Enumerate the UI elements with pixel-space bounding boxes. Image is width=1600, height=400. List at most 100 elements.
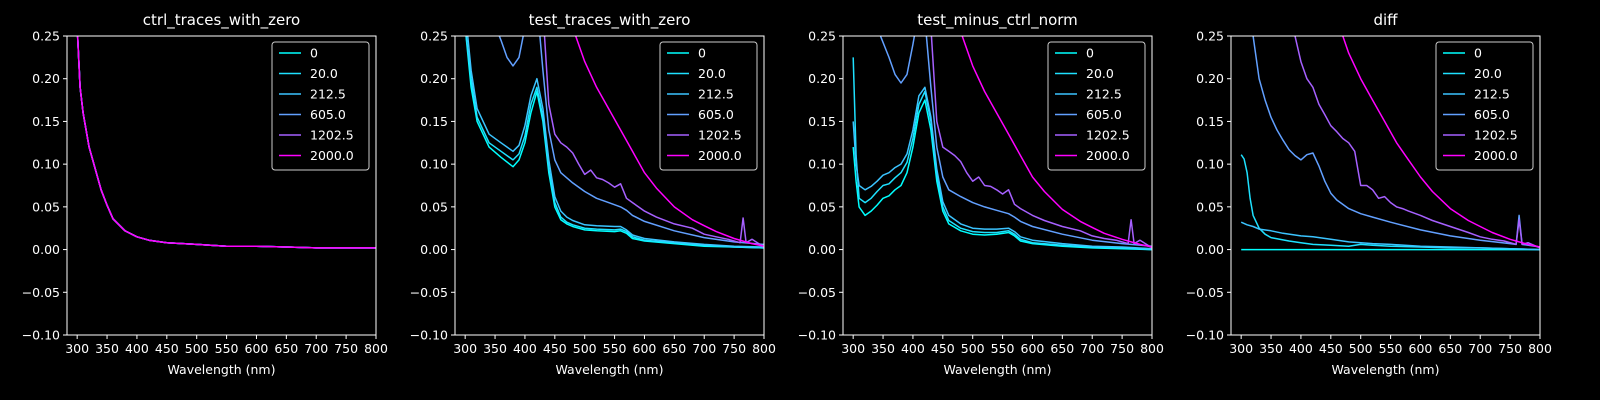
series-line-2000.0 — [76, 36, 376, 249]
x-tick-label: 400 — [125, 341, 149, 356]
plot-area — [76, 36, 376, 249]
legend-label: 605.0 — [310, 107, 346, 122]
legend-label: 2000.0 — [310, 148, 354, 163]
y-tick-label: 0.20 — [808, 71, 836, 86]
y-tick-label: −0.10 — [22, 328, 60, 343]
x-tick-label: 500 — [961, 341, 985, 356]
x-tick-label: 600 — [1021, 341, 1045, 356]
x-tick-label: 350 — [1259, 341, 1283, 356]
y-tick-label: 0.00 — [808, 242, 836, 257]
x-tick-label: 700 — [304, 341, 328, 356]
y-tick-label: 0.10 — [808, 157, 836, 172]
legend-label: 212.5 — [1474, 87, 1510, 102]
legend-label: 0 — [1474, 46, 1482, 61]
legend-label: 0 — [310, 46, 318, 61]
y-tick-label: 0.10 — [32, 157, 60, 172]
chart-title: ctrl_traces_with_zero — [143, 11, 300, 30]
legend-label: 20.0 — [1474, 66, 1502, 81]
x-tick-label: 550 — [1379, 341, 1403, 356]
x-tick-label: 400 — [901, 341, 925, 356]
y-tick-label: −0.05 — [410, 285, 448, 300]
x-axis-label: Wavelength (nm) — [556, 362, 664, 377]
y-tick-label: 0.05 — [1196, 199, 1224, 214]
series-line-605.0 — [498, 36, 764, 246]
chart-title: diff — [1373, 11, 1398, 29]
x-tick-label: 700 — [692, 341, 716, 356]
x-tick-label: 300 — [453, 341, 477, 356]
y-tick-label: 0.05 — [420, 199, 448, 214]
x-tick-label: 600 — [633, 341, 657, 356]
x-tick-label: 600 — [1409, 341, 1433, 356]
series-line-1202.5 — [930, 36, 1152, 249]
y-tick-label: 0.20 — [420, 71, 448, 86]
legend-label: 0 — [1086, 46, 1094, 61]
series-line-605.0 — [879, 36, 1152, 247]
x-tick-label: 750 — [722, 341, 746, 356]
legend-label: 2000.0 — [1086, 148, 1130, 163]
legend-label: 1202.5 — [1086, 128, 1130, 143]
y-tick-label: 0.10 — [1196, 157, 1224, 172]
series-line-212.5 — [466, 36, 764, 248]
y-tick-label: 0.05 — [32, 199, 60, 214]
x-tick-label: 500 — [573, 341, 597, 356]
y-tick-label: 0.25 — [808, 29, 836, 44]
x-tick-label: 500 — [185, 341, 209, 356]
series-line-0 — [852, 99, 1152, 251]
legend-label: 605.0 — [1474, 107, 1510, 122]
x-tick-label: 400 — [1289, 341, 1313, 356]
legend: 0 20.0 212.5 605.0 1202.5 2000.0 — [271, 41, 370, 171]
y-tick-label: 0.15 — [32, 114, 60, 129]
x-tick-label: 600 — [245, 341, 269, 356]
x-tick-label: 650 — [662, 341, 686, 356]
legend-label: 2000.0 — [698, 148, 742, 163]
legend-label: 0 — [698, 46, 706, 61]
x-tick-label: 450 — [543, 341, 567, 356]
axes-frame — [1230, 35, 1541, 336]
y-tick-label: 0.20 — [1196, 71, 1224, 86]
x-tick-label: 650 — [274, 341, 298, 356]
y-tick-label: 0.05 — [808, 199, 836, 214]
x-tick-label: 450 — [1319, 341, 1343, 356]
x-tick-label: 750 — [1498, 341, 1522, 356]
x-tick-label: 650 — [1050, 341, 1074, 356]
legend: 0 20.0 212.5 605.0 1202.5 2000.0 — [1435, 41, 1534, 171]
legend: 0 20.0 212.5 605.0 1202.5 2000.0 — [659, 41, 758, 171]
x-axis-label: Wavelength (nm) — [1332, 362, 1440, 377]
y-tick-label: 0.00 — [32, 242, 60, 257]
legend-label: 20.0 — [698, 66, 726, 81]
y-tick-label: 0.00 — [1196, 242, 1224, 257]
x-tick-label: 750 — [334, 341, 358, 356]
x-axis-label: Wavelength (nm) — [168, 362, 276, 377]
x-tick-label: 350 — [95, 341, 119, 356]
legend-label: 20.0 — [1086, 66, 1114, 81]
legend-label: 605.0 — [1086, 107, 1122, 122]
x-tick-label: 750 — [1110, 341, 1134, 356]
legend-label: 1202.5 — [698, 128, 742, 143]
legend-label: 212.5 — [310, 87, 346, 102]
y-tick-label: −0.05 — [798, 285, 836, 300]
chart-panel-2: test_traces_with_zero 300 350 400 450 500 550 6… — [410, 11, 776, 377]
series-line-212.5 — [1240, 221, 1540, 251]
y-tick-label: 0.00 — [420, 242, 448, 257]
y-tick-label: 0.25 — [32, 29, 60, 44]
y-tick-label: 0.10 — [420, 157, 448, 172]
x-tick-label: 800 — [1528, 341, 1552, 356]
series-line-1202.5 — [1294, 36, 1540, 249]
legend-label: 1202.5 — [1474, 128, 1518, 143]
x-tick-label: 800 — [364, 341, 388, 356]
y-tick-label: −0.10 — [1186, 328, 1224, 343]
y-tick-label: 0.25 — [420, 29, 448, 44]
y-tick-label: 0.15 — [1196, 114, 1224, 129]
series-line-2000.0 — [1342, 36, 1540, 248]
y-tick-label: −0.10 — [798, 328, 836, 343]
y-tick-label: 0.15 — [808, 114, 836, 129]
x-tick-label: 350 — [871, 341, 895, 356]
legend-label: 2000.0 — [1474, 148, 1518, 163]
x-tick-label: 450 — [931, 341, 955, 356]
x-tick-label: 800 — [1140, 341, 1164, 356]
plot-area — [852, 36, 1152, 251]
axes-frame — [454, 35, 765, 336]
axes-frame — [842, 35, 1153, 336]
legend-label: 20.0 — [310, 66, 338, 81]
